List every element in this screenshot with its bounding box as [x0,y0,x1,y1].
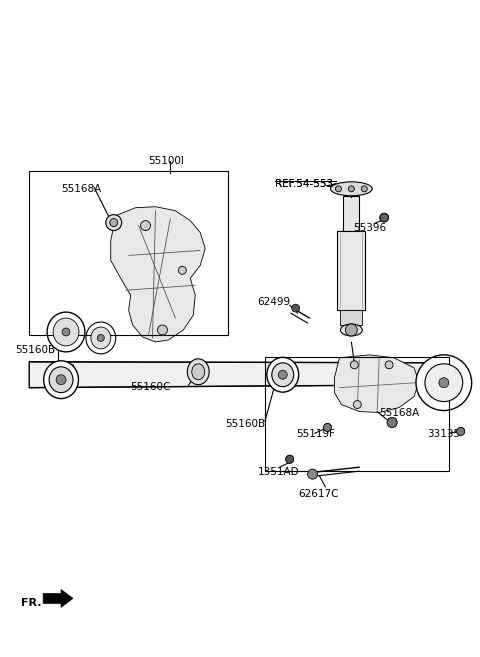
Ellipse shape [192,364,204,380]
Ellipse shape [47,312,85,352]
Circle shape [141,221,151,231]
Ellipse shape [91,327,111,349]
Polygon shape [43,589,73,607]
Bar [343,196,360,231]
Circle shape [324,424,332,432]
Text: 55100I: 55100I [148,156,184,166]
Circle shape [361,186,367,192]
Ellipse shape [340,324,362,336]
Circle shape [380,214,388,221]
Circle shape [292,304,300,312]
Text: 62499: 62499 [257,297,290,307]
Text: 55396: 55396 [353,223,386,233]
Text: REF.54-553: REF.54-553 [275,179,333,189]
Circle shape [380,213,389,222]
Circle shape [416,355,472,411]
Text: 55160B: 55160B [225,419,265,430]
Polygon shape [111,207,205,342]
Bar [337,231,365,310]
Circle shape [278,371,287,379]
Text: 55119F: 55119F [297,430,336,440]
Circle shape [56,374,66,384]
Circle shape [179,266,186,275]
Text: 55168A: 55168A [379,407,420,418]
Circle shape [385,361,393,369]
Polygon shape [29,362,454,388]
Circle shape [353,401,361,409]
Text: 55168A: 55168A [61,184,101,194]
Ellipse shape [330,182,372,196]
Text: REF.54-553: REF.54-553 [275,179,333,189]
Ellipse shape [272,363,294,387]
Text: 55160C: 55160C [131,382,171,392]
Circle shape [387,417,397,428]
Bar [340,310,362,325]
Circle shape [286,455,294,463]
Circle shape [348,186,354,192]
Circle shape [62,328,70,336]
Text: 33135: 33135 [427,430,460,440]
Circle shape [336,186,341,192]
Circle shape [457,428,465,436]
Ellipse shape [187,359,209,384]
Circle shape [106,215,122,231]
Circle shape [97,334,104,342]
Circle shape [350,361,358,369]
Text: 55160B: 55160B [15,345,55,355]
Ellipse shape [267,357,299,392]
Text: 62617C: 62617C [299,489,339,499]
Circle shape [425,364,463,401]
Circle shape [457,428,465,436]
Circle shape [286,455,294,463]
Text: FR.: FR. [21,599,42,608]
Circle shape [308,469,318,479]
Ellipse shape [53,318,79,346]
Circle shape [439,378,449,388]
Ellipse shape [86,322,116,354]
Circle shape [387,417,397,428]
Bar [265,357,449,471]
Ellipse shape [44,361,78,399]
Ellipse shape [49,367,73,393]
Circle shape [110,219,118,227]
Polygon shape [335,355,419,413]
Bar [29,171,228,335]
Circle shape [324,424,332,432]
Circle shape [346,324,357,336]
Circle shape [157,325,168,335]
Text: 1351AD: 1351AD [258,467,300,477]
